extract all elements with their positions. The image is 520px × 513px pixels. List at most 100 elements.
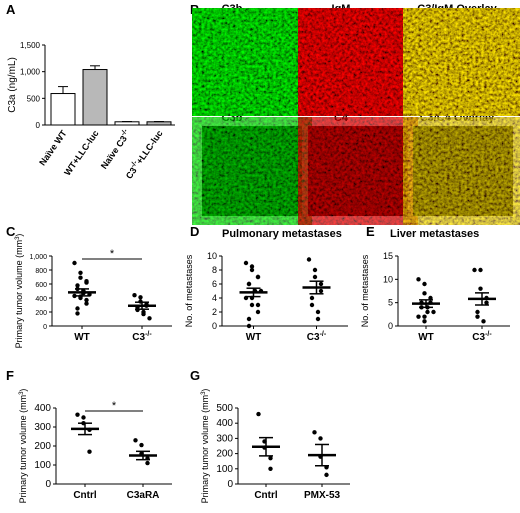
chart-g: 0 100 200 300 400 500 Primary tumor volume (mm… <box>200 389 350 504</box>
data-point-d <box>315 316 321 322</box>
x-tick-label-c: WT <box>74 332 90 343</box>
panel-letter-b: B <box>190 2 200 17</box>
data-point-g <box>312 430 317 435</box>
micrograph-c3-igm-overlay <box>413 17 513 107</box>
y-tick-label-e: 15 <box>383 251 393 261</box>
y-axis-label-g: Primary tumor volume (mm3) <box>200 389 210 504</box>
y-tick-label-d: 8 <box>212 265 217 275</box>
y-tick-label-g: 100 <box>216 464 233 475</box>
x-tick-label-d: WT <box>246 332 262 343</box>
data-point-d <box>312 267 318 273</box>
data-point-e <box>481 319 486 324</box>
micrograph-igm <box>308 17 408 107</box>
bar-a <box>114 121 140 126</box>
data-point-e <box>422 281 427 287</box>
chart-f: 0 100 200 300 400 Primary tumor volume (mm3) C… <box>18 389 172 504</box>
micrograph-title-c3b-2: C3b <box>221 112 243 124</box>
data-point-c <box>78 275 83 280</box>
y-axis-label-e: No. of metastases <box>360 254 370 327</box>
chart-d: 0 2 4 6 8 10 No. of metastases WT C3-/- <box>184 251 348 343</box>
micrograph-c4 <box>308 126 408 216</box>
data-point-g <box>318 436 323 441</box>
data-point-d <box>249 267 255 273</box>
micrograph-title-c3b-1: C3b <box>221 3 243 15</box>
y-tick-label-g: 400 <box>216 418 233 429</box>
panel-e-title: Liver metastases <box>390 228 480 240</box>
data-point-d <box>318 281 324 287</box>
data-point-e <box>422 314 427 319</box>
data-point-c <box>147 316 152 321</box>
y-tick-label-e: 10 <box>383 274 393 284</box>
data-point-d <box>249 264 255 269</box>
data-point-e <box>425 309 430 315</box>
panel-letter-c: C <box>6 224 16 239</box>
data-point-e <box>422 291 427 296</box>
panel-letter-a: A <box>6 2 16 17</box>
y-axis-label-f: Primary tumor volume (mm3) <box>18 389 28 504</box>
data-point-g <box>324 472 329 478</box>
data-point-e <box>475 309 480 315</box>
data-point-c <box>78 295 83 301</box>
data-point-c <box>141 311 146 317</box>
y-tick-label-f: 200 <box>34 441 51 452</box>
data-point-e <box>422 319 427 324</box>
x-tick-label-a: Naïve C3-/- <box>98 127 133 170</box>
data-point-e <box>416 314 421 319</box>
y-tick-label-c: 400 <box>35 296 47 303</box>
y-tick-label-f: 400 <box>34 403 51 414</box>
y-tick-label-f: 100 <box>34 460 51 471</box>
significance-marker-c: * <box>110 248 115 260</box>
data-point-c <box>78 270 83 275</box>
data-point-e <box>478 286 483 291</box>
data-point-d <box>246 323 252 329</box>
data-point-d <box>255 274 261 280</box>
x-tick-label-d: C3-/- <box>307 331 327 343</box>
y-axis-label-d: No. of metastases <box>184 254 194 327</box>
y-tick-label-d: 10 <box>207 251 217 261</box>
bar-a <box>146 121 172 126</box>
data-point-d <box>249 302 255 308</box>
data-point-f <box>87 449 92 454</box>
data-point-d <box>315 309 321 315</box>
panel-letter-f: F <box>6 368 14 383</box>
y-tick-label-a: 500 <box>27 94 41 103</box>
micrograph-title-c4: C4 <box>333 112 349 124</box>
data-point-f <box>145 460 150 466</box>
x-tick-label-f: Cntrl <box>73 490 97 501</box>
x-tick-label-a: Naïve WT <box>37 128 69 167</box>
y-tick-label-d: 6 <box>212 279 217 289</box>
y-tick-label-d: 4 <box>212 293 217 303</box>
micrograph-title-c3-c4-overlay: C3/C4 Overlay <box>419 112 495 124</box>
y-tick-label-a: 0 <box>36 121 41 130</box>
x-tick-label-a: WT+LLC-luc <box>62 128 100 177</box>
y-tick-label-e: 5 <box>388 298 393 308</box>
data-point-c <box>132 293 137 298</box>
y-tick-label-c: 200 <box>35 310 47 317</box>
y-tick-label-d: 0 <box>212 321 217 331</box>
data-point-d <box>255 309 261 315</box>
data-point-d <box>309 295 315 301</box>
x-tick-label-g: Cntrl <box>254 490 278 501</box>
micrograph-c3b-1 <box>202 17 302 107</box>
panel-letter-d: D <box>190 224 200 239</box>
chart-e: 0 5 10 15 No. of metastases WT C3-/- <box>360 251 510 343</box>
micrograph-c3-c4-overlay <box>413 126 513 216</box>
y-axis-label-a: C3a (ng/mL) <box>7 57 18 113</box>
y-tick-label-e: 0 <box>388 321 393 331</box>
data-point-d <box>309 302 315 308</box>
micrograph-title-igm: IgM <box>331 3 351 15</box>
data-point-d <box>318 288 324 294</box>
data-point-c <box>75 306 80 311</box>
data-point-f <box>139 442 144 448</box>
data-point-e <box>431 309 436 315</box>
x-tick-label-c: C3-/- <box>132 331 152 343</box>
data-point-d <box>306 257 312 262</box>
data-point-f <box>81 415 86 420</box>
bar-a <box>50 93 76 126</box>
y-tick-label-c: 0 <box>43 324 47 331</box>
panel-letter-e: E <box>366 224 375 239</box>
data-point-c <box>75 311 80 316</box>
bar-a <box>82 69 108 126</box>
chart-c: 0 200 400 600 800 1,000 Primary tumor volume (… <box>14 234 172 348</box>
